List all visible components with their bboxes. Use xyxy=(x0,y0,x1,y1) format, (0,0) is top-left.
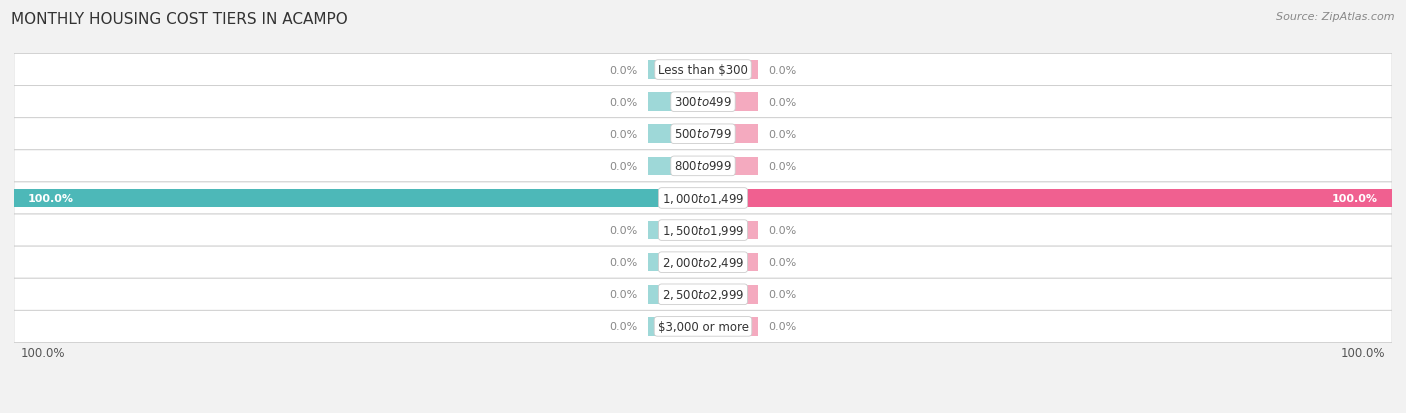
Bar xyxy=(703,253,758,272)
Text: 0.0%: 0.0% xyxy=(609,322,637,332)
Bar xyxy=(703,93,758,112)
Text: $1,500 to $1,999: $1,500 to $1,999 xyxy=(662,223,744,237)
Bar xyxy=(703,189,1392,208)
Text: 0.0%: 0.0% xyxy=(609,290,637,299)
Text: 0.0%: 0.0% xyxy=(769,129,797,140)
Bar xyxy=(648,125,703,144)
Text: $3,000 or more: $3,000 or more xyxy=(658,320,748,333)
Text: 100.0%: 100.0% xyxy=(1340,347,1385,359)
FancyBboxPatch shape xyxy=(14,214,1392,247)
Text: 0.0%: 0.0% xyxy=(609,97,637,107)
Text: 0.0%: 0.0% xyxy=(769,290,797,299)
FancyBboxPatch shape xyxy=(14,311,1392,343)
Bar xyxy=(703,285,758,304)
Text: 100.0%: 100.0% xyxy=(28,194,75,204)
Bar xyxy=(648,285,703,304)
Text: Less than $300: Less than $300 xyxy=(658,64,748,77)
Text: 0.0%: 0.0% xyxy=(609,258,637,268)
Text: 0.0%: 0.0% xyxy=(769,97,797,107)
Text: 100.0%: 100.0% xyxy=(21,347,66,359)
Text: $300 to $499: $300 to $499 xyxy=(673,96,733,109)
Bar xyxy=(703,221,758,240)
Bar xyxy=(703,61,758,80)
Bar xyxy=(648,157,703,176)
FancyBboxPatch shape xyxy=(14,247,1392,278)
Text: 0.0%: 0.0% xyxy=(769,65,797,75)
Bar xyxy=(14,189,703,208)
Text: $2,500 to $2,999: $2,500 to $2,999 xyxy=(662,287,744,301)
Text: 0.0%: 0.0% xyxy=(609,161,637,171)
Text: $800 to $999: $800 to $999 xyxy=(673,160,733,173)
Text: MONTHLY HOUSING COST TIERS IN ACAMPO: MONTHLY HOUSING COST TIERS IN ACAMPO xyxy=(11,12,349,27)
Bar xyxy=(648,61,703,80)
FancyBboxPatch shape xyxy=(14,150,1392,183)
Text: $500 to $799: $500 to $799 xyxy=(673,128,733,141)
Text: 0.0%: 0.0% xyxy=(769,258,797,268)
Bar xyxy=(703,317,758,336)
Text: Source: ZipAtlas.com: Source: ZipAtlas.com xyxy=(1277,12,1395,22)
Bar xyxy=(648,221,703,240)
FancyBboxPatch shape xyxy=(14,86,1392,119)
FancyBboxPatch shape xyxy=(14,278,1392,311)
Text: 100.0%: 100.0% xyxy=(1331,194,1378,204)
Text: 0.0%: 0.0% xyxy=(609,225,637,235)
Text: 0.0%: 0.0% xyxy=(769,225,797,235)
Text: 0.0%: 0.0% xyxy=(609,65,637,75)
Text: 0.0%: 0.0% xyxy=(609,129,637,140)
FancyBboxPatch shape xyxy=(14,55,1392,86)
Bar xyxy=(648,253,703,272)
Text: 0.0%: 0.0% xyxy=(769,161,797,171)
Bar xyxy=(703,125,758,144)
Text: $2,000 to $2,499: $2,000 to $2,499 xyxy=(662,256,744,270)
Text: $1,000 to $1,499: $1,000 to $1,499 xyxy=(662,192,744,206)
Bar xyxy=(648,317,703,336)
Bar xyxy=(703,157,758,176)
Bar xyxy=(648,93,703,112)
Text: 0.0%: 0.0% xyxy=(769,322,797,332)
FancyBboxPatch shape xyxy=(14,183,1392,214)
FancyBboxPatch shape xyxy=(14,119,1392,150)
